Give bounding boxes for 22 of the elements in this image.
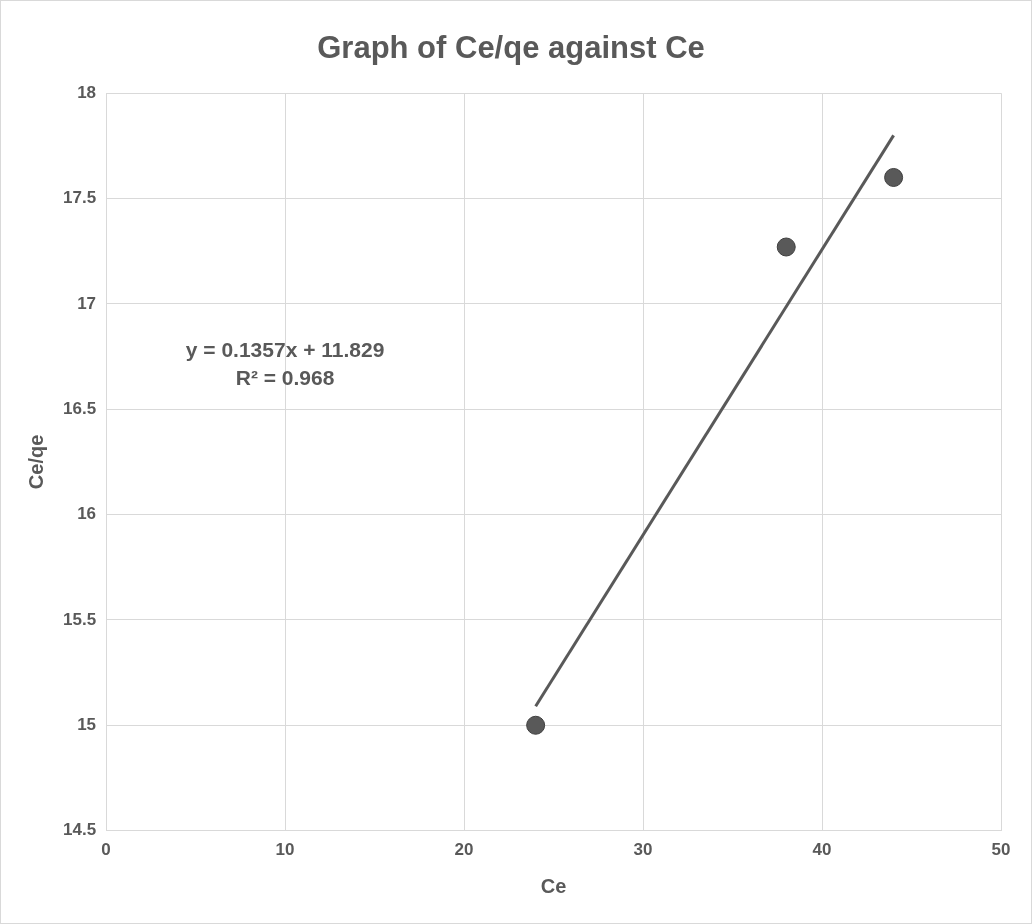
x-tick-label: 50 (991, 840, 1011, 860)
y-tick-label: 15 (77, 714, 97, 734)
y-tick-label: 16 (77, 504, 97, 524)
y-tick-label: 16.5 (62, 398, 97, 418)
x-axis-title: Ce (540, 874, 567, 897)
annotation: R² = 0.968 (235, 366, 335, 390)
x-tick-label: 30 (633, 840, 653, 860)
y-axis-title: Ce/qe (24, 434, 47, 490)
y-tick-label: 17 (77, 293, 97, 313)
y-tick-label: 15.5 (62, 609, 97, 629)
x-tick-label: 0 (101, 840, 111, 860)
annotation: y = 0.1357x + 11.829 (185, 338, 385, 362)
point (776, 237, 796, 257)
y-tick-label: 17.5 (62, 188, 97, 208)
y-tick-label: 18 (77, 82, 97, 102)
point (884, 167, 904, 187)
x-tick-label: 40 (812, 840, 832, 860)
y-tick-label: 14.5 (62, 820, 97, 840)
chart-title: Graph of Ce/qe against Ce (317, 30, 705, 66)
x-tick-label: 20 (454, 840, 474, 860)
point (526, 715, 546, 735)
x-tick-label: 10 (275, 840, 295, 860)
